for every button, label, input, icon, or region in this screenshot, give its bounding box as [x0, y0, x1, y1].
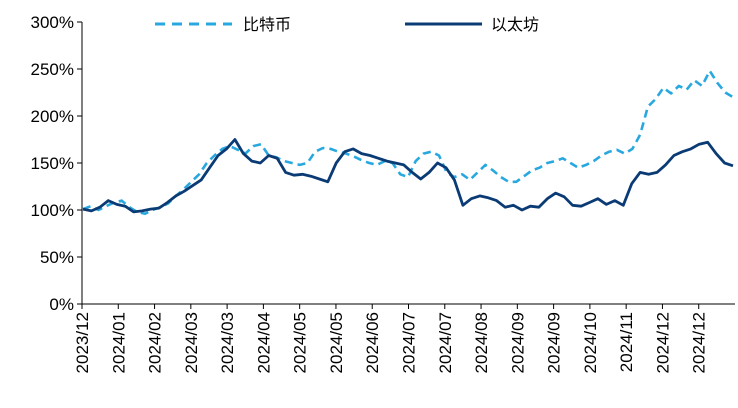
x-tick-label: 2024/08	[472, 312, 491, 373]
x-tick-label: 2024/10	[581, 312, 600, 373]
chart-legend: 比特币 以太坊	[155, 15, 539, 34]
x-tick-label: 2024/06	[363, 312, 382, 373]
y-axis-ticks: 0% 50% 100% 150% 200% 250% 300%	[31, 13, 82, 314]
y-tick-label: 100%	[31, 201, 74, 220]
x-tick-label: 2024/03	[218, 312, 237, 373]
legend-label-bitcoin: 比特币	[243, 15, 291, 34]
x-tick-label: 2024/01	[109, 312, 128, 373]
x-tick-label: 2024/09	[508, 312, 527, 373]
y-tick-label: 0%	[49, 295, 74, 314]
x-tick-label: 2024/05	[291, 312, 310, 373]
x-tick-label: 2024/11	[617, 312, 636, 372]
x-tick-label: 2024/12	[653, 312, 672, 373]
chart-axes	[81, 22, 735, 305]
x-tick-label: 2024/12	[690, 312, 709, 373]
y-tick-label: 150%	[31, 154, 74, 173]
x-tick-label: 2024/03	[182, 312, 201, 373]
chart-series	[82, 69, 734, 216]
y-tick-label: 250%	[31, 60, 74, 79]
legend-label-ethereum: 以太坊	[491, 15, 539, 34]
x-tick-label: 2024/07	[400, 312, 419, 373]
x-tick-label: 2024/09	[545, 312, 564, 373]
y-tick-label: 50%	[40, 248, 74, 267]
x-tick-label: 2024/02	[146, 312, 165, 373]
y-tick-label: 200%	[31, 107, 74, 126]
x-tick-label: 2024/04	[254, 312, 273, 373]
y-tick-label: 300%	[31, 13, 74, 32]
x-axis-ticks: 2023/12 2024/01 2024/02 2024/03 2024/03 2024/…	[73, 304, 709, 373]
x-tick-label: 2024/07	[436, 312, 455, 373]
series-line-ethereum	[82, 138, 734, 214]
x-tick-label: 2023/12	[73, 312, 92, 373]
x-tick-label: 2024/05	[327, 312, 346, 373]
